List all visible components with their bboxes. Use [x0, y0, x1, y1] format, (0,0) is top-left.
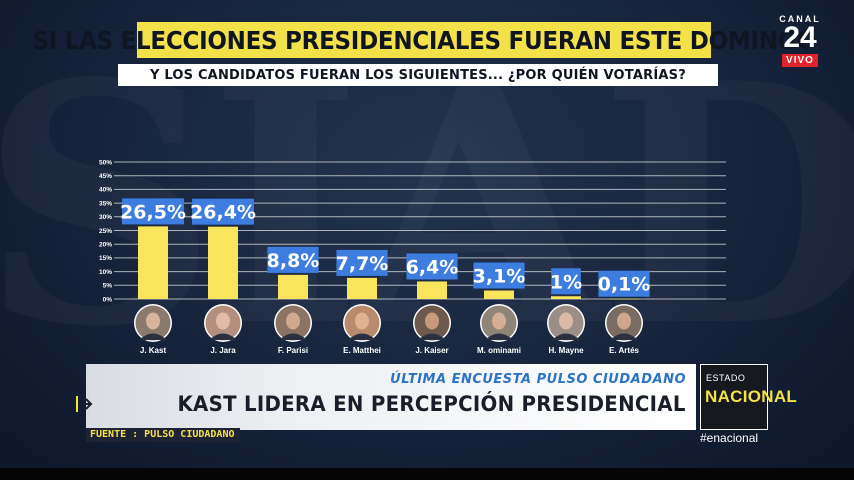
live-badge: VIVO	[782, 54, 818, 67]
lower-third-kicker: ÚLTIMA ENCUESTA PULSO CIUDADANO	[390, 372, 686, 387]
candidate-name: H. Mayne	[548, 346, 584, 355]
y-tick-label: 50%	[99, 159, 112, 166]
candidate-name: J. Kast	[140, 346, 167, 355]
candidate-photo	[274, 304, 312, 342]
program-big-text: NACIONAL	[705, 387, 798, 406]
program-badge: ESTADO NACIONAL	[700, 364, 797, 430]
source-label: FUENTE : PULSO CIUDADANO	[86, 428, 240, 442]
value-label-box	[598, 270, 650, 297]
candidate-name: F. Parisi	[278, 346, 308, 355]
y-tick-label: 5%	[103, 283, 113, 290]
candidate-name: M. ominami	[477, 346, 521, 355]
bar	[347, 277, 377, 299]
candidate-photo	[343, 304, 381, 342]
value-label-box	[122, 198, 184, 225]
bar	[551, 296, 581, 299]
y-tick-label: 25%	[99, 228, 112, 235]
lower-third-title: KAST LIDERA EN PERCEPCIÓN PRESIDENCIAL	[177, 392, 686, 416]
candidate-photo	[204, 304, 242, 342]
y-tick-label: 40%	[99, 187, 112, 194]
y-tick-label: 35%	[99, 200, 112, 207]
program-hashtag: #enacional	[700, 431, 759, 445]
value-label: 6,4%	[406, 256, 459, 278]
bar	[278, 274, 308, 299]
logo-canal-text: CANAL	[779, 14, 821, 24]
bar	[208, 226, 238, 299]
candidate-photo	[413, 304, 451, 342]
value-label: 0,1%	[598, 274, 651, 296]
bottom-strip	[0, 468, 854, 480]
bar	[138, 226, 168, 299]
program-small-text: ESTADO	[706, 373, 746, 383]
value-label-box	[406, 253, 458, 280]
arrow-right-icon	[76, 396, 93, 412]
value-label-box	[336, 249, 388, 276]
y-tick-label: 45%	[99, 173, 112, 180]
candidate-photo	[547, 304, 585, 342]
candidate-name: E. Artés	[609, 346, 639, 355]
y-tick-label: 0%	[103, 296, 113, 303]
value-label: 7,7%	[336, 253, 389, 275]
candidate-photo	[605, 304, 643, 342]
y-tick-label: 20%	[99, 242, 112, 249]
y-tick-label: 15%	[99, 255, 112, 262]
value-label-box	[551, 268, 581, 295]
channel-logo: CANAL 24 VIVO	[770, 14, 830, 70]
y-tick-label: 10%	[99, 269, 112, 276]
bar	[417, 281, 447, 299]
candidate-photo	[134, 304, 172, 342]
subheadline: Y LOS CANDIDATOS FUERAN LOS SIGUIENTES..…	[118, 64, 718, 86]
candidate-name: J. Jara	[210, 346, 236, 355]
candidate-photo	[480, 304, 518, 342]
lower-third: ÚLTIMA ENCUESTA PULSO CIUDADANO KAST LID…	[86, 364, 696, 430]
value-label: 8,8%	[267, 250, 320, 272]
value-label-box	[267, 246, 319, 273]
value-label: 1%	[550, 271, 582, 293]
bar	[609, 298, 639, 300]
y-tick-label: 30%	[99, 214, 112, 221]
logo-number: 24	[783, 21, 817, 54]
candidate-name: E. Matthei	[343, 346, 381, 355]
value-label-box	[473, 262, 525, 289]
headline: SI LAS ELECCIONES PRESIDENCIALES FUERAN …	[32, 22, 816, 58]
value-label-box	[192, 198, 254, 225]
value-label: 3,1%	[473, 266, 526, 288]
candidate-name: J. Kaiser	[415, 346, 448, 355]
value-label: 26,5%	[120, 201, 186, 223]
value-label: 26,4%	[190, 202, 256, 224]
bar	[484, 290, 514, 299]
